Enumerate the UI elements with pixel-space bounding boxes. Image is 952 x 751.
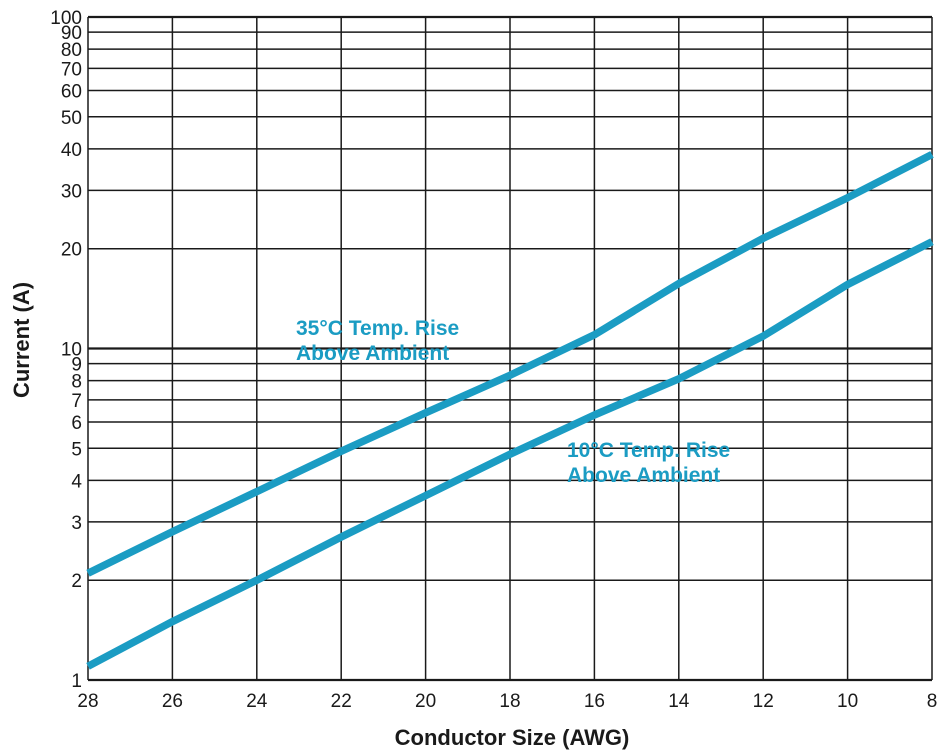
x-tick-label: 14 bbox=[668, 691, 690, 712]
x-tick-label: 28 bbox=[77, 691, 98, 712]
x-tick-labels: 28 26 24 22 20 18 16 14 12 10 8 bbox=[77, 691, 937, 712]
x-tick-label: 10 bbox=[837, 691, 858, 712]
y-tick-label: 5 bbox=[71, 439, 82, 460]
series-line-1 bbox=[86, 151, 934, 577]
y-tick-label: 50 bbox=[61, 108, 82, 129]
series-label-2: 10°C Temp. Rise bbox=[567, 439, 730, 462]
x-tick-label: 16 bbox=[584, 691, 605, 712]
x-tick-label: 22 bbox=[331, 691, 352, 712]
series-label-1: 35°C Temp. Rise bbox=[296, 317, 459, 340]
x-axis-title: Conductor Size (AWG) bbox=[395, 725, 630, 750]
series-lines bbox=[86, 151, 934, 670]
y-tick-label: 7 bbox=[71, 391, 82, 412]
y-tick-label: 10 bbox=[61, 340, 82, 361]
x-tick-label: 26 bbox=[162, 691, 183, 712]
y-tick-label: 6 bbox=[71, 413, 82, 434]
y-tick-label: 90 bbox=[61, 23, 82, 44]
x-tick-label: 8 bbox=[927, 691, 938, 712]
x-tick-label: 20 bbox=[415, 691, 436, 712]
x-tick-label: 24 bbox=[246, 691, 268, 712]
y-tick-label: 4 bbox=[71, 471, 82, 492]
x-tick-label: 12 bbox=[753, 691, 774, 712]
y-tick-label: 1 bbox=[71, 671, 82, 692]
y-tick-label: 3 bbox=[71, 513, 82, 534]
y-tick-label: 100 bbox=[50, 8, 82, 29]
y-tick-label: 40 bbox=[61, 140, 82, 161]
y-tick-label: 8 bbox=[71, 372, 82, 393]
y-tick-label: 30 bbox=[61, 181, 82, 202]
y-tick-label: 9 bbox=[71, 355, 82, 376]
y-axis-title: Current (A) bbox=[9, 282, 34, 398]
y-tick-label: 80 bbox=[61, 40, 82, 61]
y-tick-label: 2 bbox=[71, 571, 82, 592]
series-line-2 bbox=[86, 238, 934, 670]
x-tick-label: 18 bbox=[499, 691, 520, 712]
y-gridlines bbox=[88, 15, 932, 682]
y-tick-label: 20 bbox=[61, 240, 82, 261]
series-label-2: Above Ambient bbox=[567, 464, 720, 487]
y-tick-label: 60 bbox=[61, 82, 82, 103]
y-tick-label: 70 bbox=[61, 59, 82, 80]
series-label-1: Above Ambient bbox=[296, 342, 449, 365]
